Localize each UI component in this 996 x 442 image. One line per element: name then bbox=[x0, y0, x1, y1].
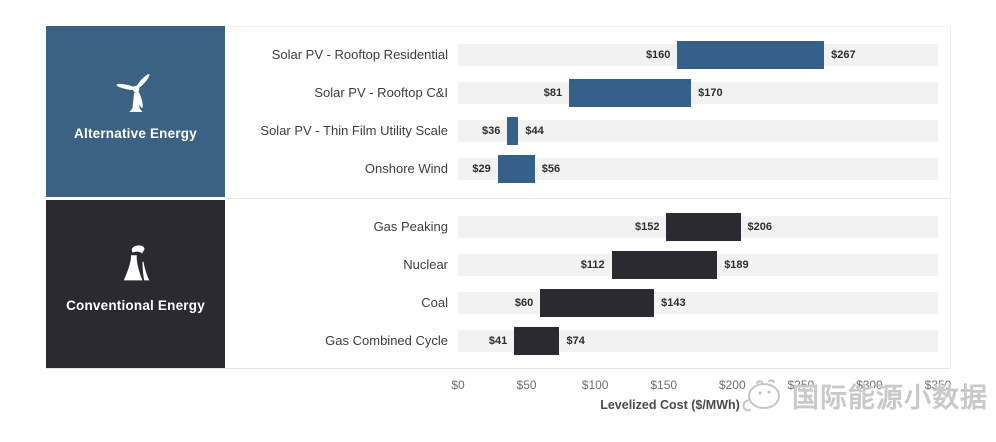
watermark-logo-icon bbox=[742, 379, 780, 412]
x-tick-label: $200 bbox=[718, 378, 746, 392]
bar-track bbox=[458, 120, 938, 142]
category-label: Gas Combined Cycle bbox=[325, 333, 448, 348]
min-value-label: $160 bbox=[645, 49, 671, 61]
range-bar bbox=[666, 213, 741, 241]
max-value-label: $56 bbox=[541, 163, 561, 175]
range-bar bbox=[677, 41, 825, 69]
section-divider bbox=[225, 198, 950, 199]
plot-right-border bbox=[950, 26, 951, 368]
x-tick-label: $150 bbox=[650, 378, 678, 392]
bar-track bbox=[458, 158, 938, 180]
category-label: Coal bbox=[421, 295, 448, 310]
watermark: 国际能源小数据 bbox=[736, 368, 988, 422]
range-bar bbox=[611, 251, 718, 279]
group-label-conventional-energy: Conventional Energy bbox=[66, 298, 205, 313]
category-label: Solar PV - Rooftop Residential bbox=[271, 47, 448, 62]
category-label: Solar PV - Thin Film Utility Scale bbox=[260, 123, 448, 138]
x-axis-ticks: $0 $50 $100 $150 $200 $250 $300 $350 bbox=[0, 378, 996, 394]
x-tick-label: $350 bbox=[924, 378, 952, 392]
chart-row: Solar PV - Thin Film Utility Scale $36 $44 bbox=[0, 112, 996, 150]
min-value-label: $41 bbox=[488, 335, 508, 347]
min-value-label: $60 bbox=[514, 297, 534, 309]
category-label: Solar PV - Rooftop C&I bbox=[314, 85, 448, 100]
wind-turbine-icon bbox=[116, 73, 149, 112]
range-bar bbox=[507, 117, 519, 145]
max-value-label: $170 bbox=[698, 87, 723, 99]
min-value-label: $112 bbox=[580, 259, 605, 271]
max-value-label: $206 bbox=[747, 221, 772, 233]
chart-row: Solar PV - Rooftop Residential $160 $267 bbox=[0, 36, 996, 74]
chart-row: Coal $60 $143 bbox=[0, 284, 996, 322]
min-value-label: $81 bbox=[543, 87, 563, 99]
chart-row: Gas Peaking $152 $206 bbox=[0, 208, 996, 246]
plot-top-border bbox=[225, 26, 950, 27]
chart-row: Solar PV - Rooftop C&I $81 $170 bbox=[0, 74, 996, 112]
group-panel-alternative-energy: Alternative Energy bbox=[46, 26, 225, 197]
x-tick-label: $250 bbox=[787, 378, 815, 392]
range-bar bbox=[540, 289, 655, 317]
watermark-text: 国际能源小数据 bbox=[792, 382, 988, 413]
range-bar bbox=[569, 79, 692, 107]
range-bar bbox=[514, 327, 560, 355]
x-tick-label: $0 bbox=[451, 378, 465, 392]
min-value-label: $36 bbox=[482, 125, 501, 137]
chart-row: Onshore Wind $29 $56 bbox=[0, 150, 996, 188]
max-value-label: $74 bbox=[566, 335, 585, 347]
category-label: Gas Peaking bbox=[373, 219, 448, 234]
category-label: Nuclear bbox=[403, 257, 448, 272]
x-tick-label: $100 bbox=[581, 378, 609, 392]
x-tick-label: $50 bbox=[516, 378, 537, 392]
category-label: Onshore Wind bbox=[364, 161, 448, 176]
group-panel-conventional-energy: Conventional Energy bbox=[46, 200, 225, 368]
cooling-tower-icon bbox=[123, 245, 149, 281]
max-value-label: $143 bbox=[661, 297, 686, 309]
max-value-label: $44 bbox=[525, 125, 544, 137]
min-value-label: $152 bbox=[634, 221, 660, 233]
min-value-label: $29 bbox=[472, 163, 491, 175]
range-bar bbox=[497, 155, 535, 183]
x-axis-title: Levelized Cost ($/MWh) bbox=[600, 398, 740, 412]
max-value-label: $267 bbox=[831, 49, 856, 61]
max-value-label: $189 bbox=[724, 259, 749, 271]
chart-row: Nuclear $112 $189 bbox=[0, 246, 996, 284]
bar-track bbox=[458, 330, 938, 352]
chart-row: Gas Combined Cycle $41 $74 bbox=[0, 322, 996, 360]
group-label-alternative-energy: Alternative Energy bbox=[74, 125, 197, 141]
x-tick-label: $300 bbox=[856, 378, 883, 392]
x-axis-line bbox=[46, 368, 950, 369]
